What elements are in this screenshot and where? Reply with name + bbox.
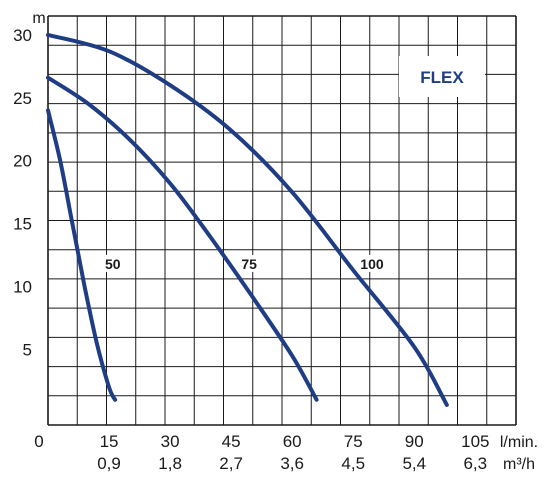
grid [47, 15, 517, 426]
x-tick-label-secondary: 4,5 [341, 454, 365, 473]
curve-50 [46, 108, 118, 402]
x-tick-label: 90 [405, 432, 424, 451]
curve-label-75: 75 [241, 256, 257, 272]
x-tick-label: 105 [461, 432, 489, 451]
x-tick-label: 45 [222, 432, 241, 451]
x-tick-label-secondary: 3,6 [280, 454, 304, 473]
performance-curves: 50 75 100 [46, 32, 449, 407]
curve-75 [46, 75, 319, 402]
flex-badge-text: FLEX [420, 68, 464, 87]
curve-label-100: 100 [360, 256, 384, 272]
curve-label-bg [358, 254, 390, 272]
y-unit-label: m [32, 10, 45, 27]
y-tick-label: 20 [13, 152, 32, 171]
curve-100 [46, 32, 449, 407]
y-tick-label: 10 [13, 278, 32, 297]
y-tick-label: 25 [13, 89, 32, 108]
x-tick-label-secondary: 5,4 [402, 454, 426, 473]
x-tick-label-secondary: 2,7 [219, 454, 243, 473]
curve-label-50: 50 [105, 256, 121, 272]
x-unit-label-lmin: l/min. [500, 434, 538, 451]
curve-label-bg [239, 254, 262, 272]
x-tick-label: 30 [161, 432, 180, 451]
x-unit-label-m3h: m³/h [503, 456, 535, 473]
x-tick-label-secondary: 0,9 [97, 454, 121, 473]
y-tick-label: 5 [23, 340, 32, 359]
x-tick-label: 60 [283, 432, 302, 451]
curve-label-bg [102, 254, 125, 272]
x-tick-label: 0 [34, 432, 43, 451]
y-tick-label: 15 [13, 215, 32, 234]
flex-badge: FLEX [399, 56, 485, 97]
x-tick-label-secondary: 6,3 [463, 454, 487, 473]
x-tick-label-secondary: 1,8 [158, 454, 182, 473]
x-tick-label: 75 [344, 432, 363, 451]
flex-badge-box [399, 56, 485, 97]
x-tick-label: 15 [100, 432, 119, 451]
axis-labels: 5 10 15 20 25 30 0 15 0,9 30 1,8 45 2,7 60 3,6 75 4,5 90 5… [13, 26, 489, 473]
y-tick-label: 30 [13, 26, 32, 45]
